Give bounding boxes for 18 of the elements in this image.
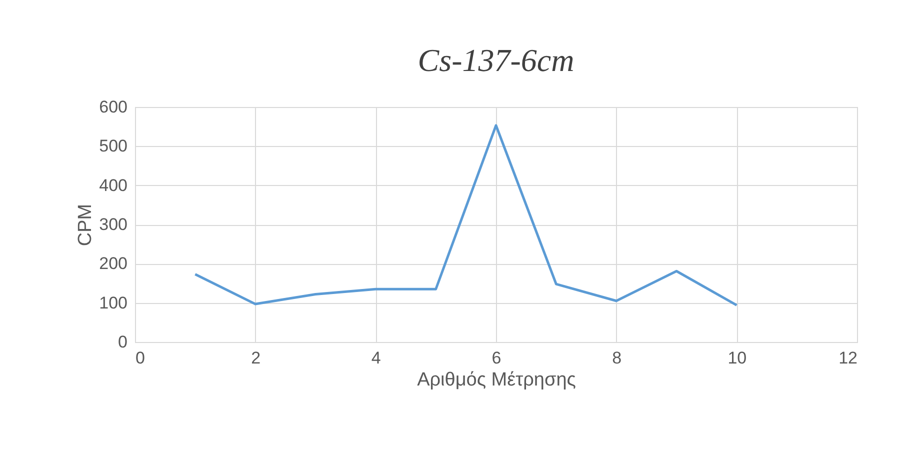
y-axis-title: CPM — [75, 204, 96, 246]
x-tick-label: 8 — [612, 348, 622, 368]
x-axis-title: Αριθμός Μέτρησης — [417, 370, 576, 390]
y-tick-label: 300 — [99, 215, 128, 234]
x-tick-label: 2 — [251, 348, 261, 368]
x-tick-label: 4 — [371, 348, 381, 368]
y-tick-label: 400 — [99, 176, 128, 195]
x-tick-label: 10 — [728, 348, 747, 368]
y-tick-label: 100 — [99, 293, 128, 312]
y-tick-label: 0 — [118, 332, 128, 352]
y-tick-label: 200 — [99, 254, 128, 274]
chart-title: Cs-137-6cm — [418, 42, 574, 78]
x-tick-label: 6 — [492, 348, 502, 368]
x-tick-label: 12 — [838, 348, 858, 368]
y-tick-label: 500 — [99, 136, 128, 156]
y-tick-label: 600 — [99, 98, 128, 116]
line-series — [194, 124, 738, 306]
x-tick-label: 0 — [136, 348, 145, 368]
